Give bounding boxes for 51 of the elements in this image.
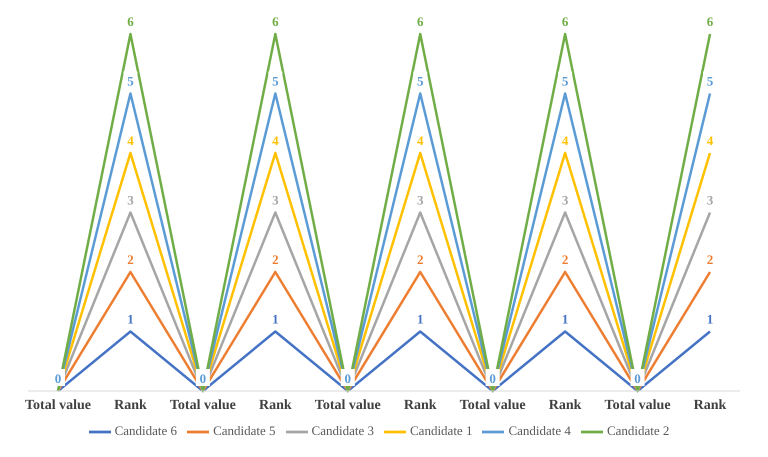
legend-label: Candidate 2 bbox=[606, 422, 670, 438]
data-label: 2 bbox=[272, 252, 279, 267]
data-label: 1 bbox=[272, 312, 279, 326]
data-label: 1 bbox=[416, 312, 424, 326]
x-tick-label: Total value bbox=[170, 398, 236, 413]
data-label: 4 bbox=[127, 133, 134, 148]
data-label: 3 bbox=[562, 192, 569, 208]
x-tick-label: Rank bbox=[258, 398, 292, 413]
data-label: 1 bbox=[562, 312, 568, 326]
data-label: 5 bbox=[562, 74, 569, 88]
data-label: 5 bbox=[706, 74, 714, 88]
data-label: 6 bbox=[272, 14, 280, 29]
data-label: 0 bbox=[634, 371, 641, 386]
data-label: 4 bbox=[416, 133, 424, 148]
data-label: 6 bbox=[127, 14, 134, 29]
data-label: 2 bbox=[416, 252, 424, 267]
data-label: 6 bbox=[416, 14, 424, 29]
data-label: 5 bbox=[416, 74, 424, 88]
data-label: 4 bbox=[562, 133, 569, 148]
x-tick-label: Total value bbox=[314, 398, 381, 413]
legend-label: Candidate 3 bbox=[312, 422, 374, 438]
data-label: 0 bbox=[54, 371, 62, 386]
x-tick-label: Total value bbox=[460, 398, 526, 413]
x-tick-label: Rank bbox=[694, 398, 727, 413]
data-label: 1 bbox=[706, 312, 714, 326]
data-label: 3 bbox=[416, 192, 424, 208]
x-tick-label: Total value bbox=[25, 398, 91, 413]
data-label: 4 bbox=[706, 133, 714, 148]
data-label: 2 bbox=[127, 252, 134, 267]
data-label: 3 bbox=[272, 192, 280, 208]
x-tick-label: Rank bbox=[114, 398, 147, 413]
data-label: 5 bbox=[127, 74, 134, 88]
legend-label: Candidate 4 bbox=[508, 422, 571, 438]
data-label: 3 bbox=[127, 192, 134, 208]
x-tick-label: Total value bbox=[604, 398, 671, 413]
data-label: 4 bbox=[272, 133, 280, 148]
data-label: 6 bbox=[706, 14, 714, 29]
data-label: 1 bbox=[127, 312, 134, 326]
data-label: 0 bbox=[200, 371, 206, 386]
data-label: 0 bbox=[489, 371, 496, 386]
legend-label: Candidate 1 bbox=[410, 422, 472, 438]
data-label: 6 bbox=[562, 14, 569, 29]
legend-label: Candidate 6 bbox=[114, 422, 178, 438]
x-tick-label: Rank bbox=[404, 398, 437, 413]
data-label: 2 bbox=[706, 252, 714, 267]
legend-label: Candidate 5 bbox=[213, 422, 276, 438]
data-label: 2 bbox=[562, 252, 568, 267]
data-label: 5 bbox=[272, 74, 280, 88]
x-tick-label: Rank bbox=[548, 398, 582, 413]
data-label: 0 bbox=[344, 371, 352, 386]
data-label: 3 bbox=[706, 192, 714, 208]
